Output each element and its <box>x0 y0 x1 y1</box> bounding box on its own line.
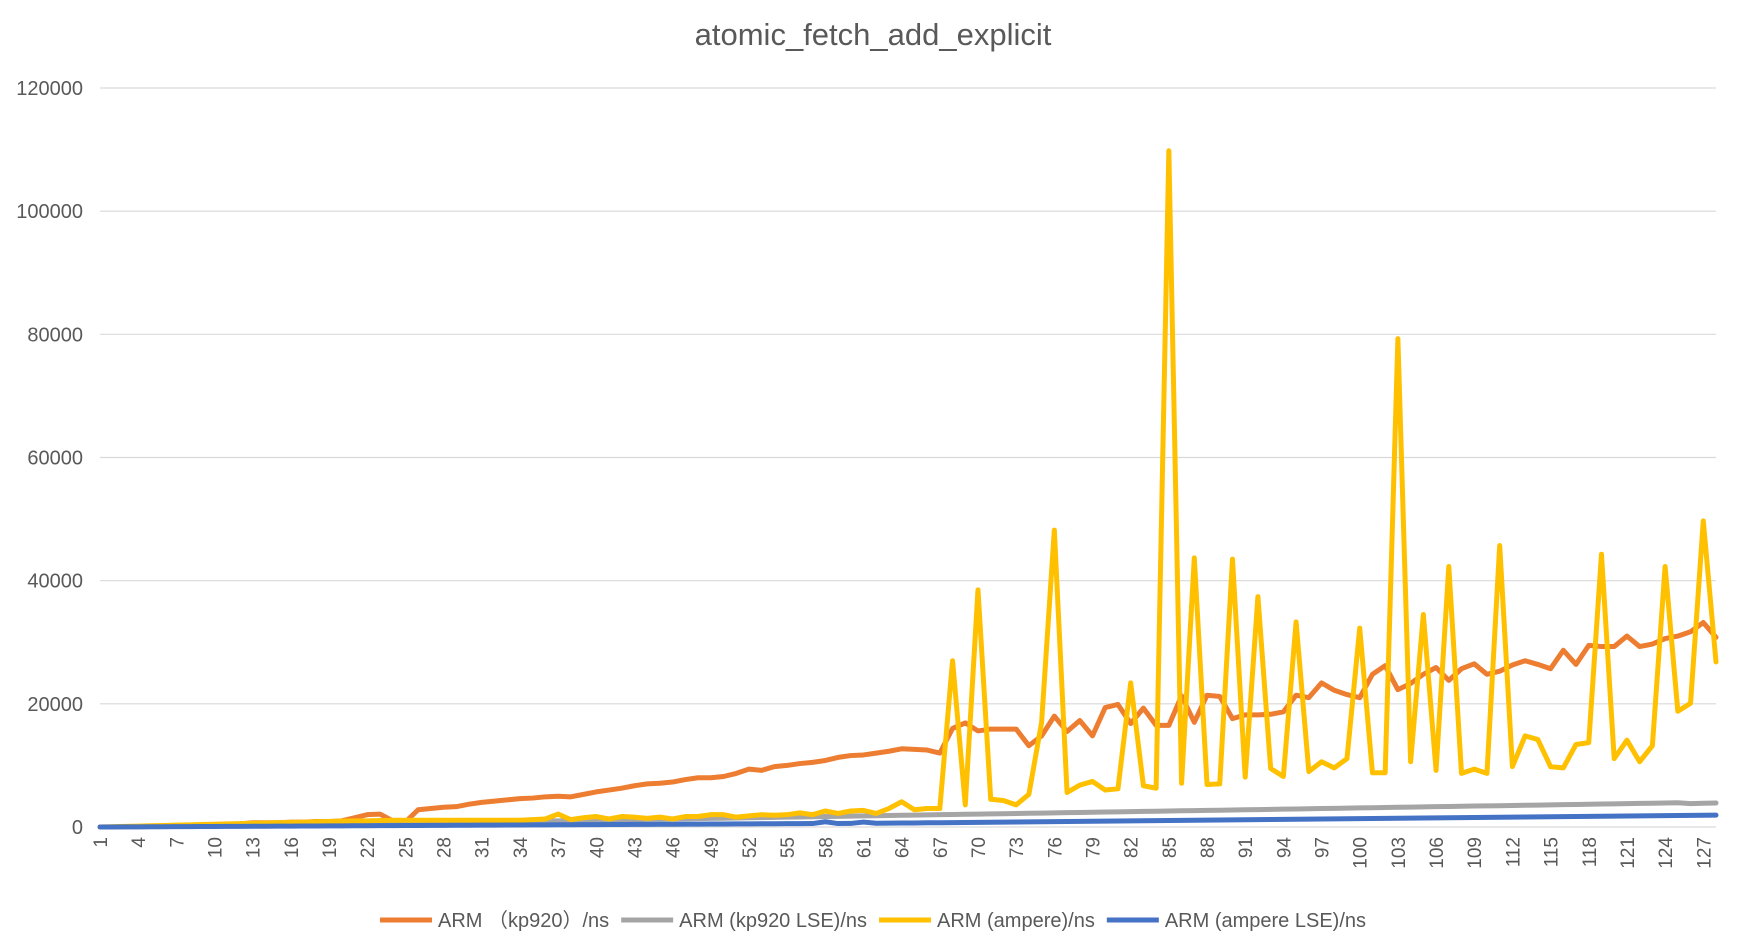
legend-label: ARM (kp920 LSE)/ns <box>679 910 867 932</box>
x-tick-label: 88 <box>1198 837 1219 858</box>
y-tick-label: 40000 <box>27 571 83 593</box>
x-tick-label: 46 <box>664 837 685 858</box>
x-tick-label: 37 <box>549 837 570 858</box>
legend: ARM （kp920）/ns ARM (kp920 LSE)/ns ARM (amp… <box>379 909 1366 932</box>
y-tick-label: 0 <box>72 817 83 839</box>
x-tick-label: 64 <box>893 837 914 859</box>
x-tick-label: 118 <box>1580 837 1601 867</box>
chart-title: atomic_fetch_add_explicit <box>695 17 1052 52</box>
y-tick-label: 20000 <box>27 694 83 716</box>
x-tick-label: 55 <box>778 837 799 858</box>
x-tick-label: 10 <box>206 837 227 858</box>
y-tick-label: 100000 <box>16 201 83 223</box>
x-tick-label: 73 <box>1007 837 1028 858</box>
x-axis-ticks: 1 4 7 10 13 16 19 22 25 28 31 34 37 40 43 46 49 52 55 58 61 6… <box>91 837 1715 869</box>
gridlines <box>100 87 1716 828</box>
legend-label: ARM （kp920）/ns <box>438 909 609 932</box>
x-tick-label: 4 <box>129 837 150 848</box>
x-tick-label: 49 <box>702 837 723 858</box>
x-tick-label: 124 <box>1656 837 1677 869</box>
x-tick-label: 121 <box>1618 837 1639 869</box>
x-tick-label: 22 <box>358 837 379 858</box>
legend-label: ARM (ampere LSE)/ns <box>1165 910 1366 932</box>
x-tick-label: 97 <box>1313 837 1334 858</box>
x-tick-label: 52 <box>740 837 761 858</box>
x-tick-label: 61 <box>854 837 875 858</box>
x-tick-label: 34 <box>511 837 532 859</box>
x-tick-label: 19 <box>320 837 341 858</box>
series-line-3 <box>97 148 1719 830</box>
x-tick-label: 79 <box>1084 837 1105 858</box>
x-tick-label: 25 <box>396 837 417 858</box>
x-tick-label: 40 <box>587 837 608 858</box>
legend-label: ARM (ampere)/ns <box>937 910 1095 932</box>
x-tick-label: 103 <box>1389 837 1410 869</box>
x-tick-label: 1 <box>91 837 112 848</box>
x-tick-label: 109 <box>1465 837 1486 869</box>
x-tick-label: 100 <box>1351 837 1372 869</box>
x-tick-label: 94 <box>1274 837 1295 859</box>
y-tick-label: 60000 <box>27 448 83 470</box>
x-tick-label: 31 <box>473 837 494 858</box>
x-tick-label: 85 <box>1160 837 1181 858</box>
y-axis-ticks: 0 20000 40000 60000 80000 100000 120000 <box>16 78 83 839</box>
series-lines <box>97 148 1719 830</box>
series-line-1 <box>97 620 1719 830</box>
y-tick-label: 80000 <box>27 324 83 346</box>
x-tick-label: 70 <box>969 837 990 858</box>
x-tick-label: 91 <box>1236 837 1257 858</box>
x-tick-label: 58 <box>816 837 837 858</box>
y-tick-label: 120000 <box>16 78 83 100</box>
x-tick-label: 16 <box>282 837 303 858</box>
x-tick-label: 43 <box>625 837 646 858</box>
x-tick-label: 67 <box>931 837 952 858</box>
x-tick-label: 106 <box>1427 837 1448 869</box>
series-line-4 <box>97 812 1719 830</box>
x-tick-label: 7 <box>167 837 188 848</box>
x-tick-label: 13 <box>244 837 265 858</box>
x-tick-label: 112 <box>1503 837 1524 867</box>
x-tick-label: 82 <box>1122 837 1143 858</box>
x-tick-label: 127 <box>1694 837 1715 869</box>
x-tick-label: 115 <box>1542 837 1563 867</box>
x-tick-label: 28 <box>435 837 456 858</box>
x-tick-label: 76 <box>1045 837 1066 858</box>
